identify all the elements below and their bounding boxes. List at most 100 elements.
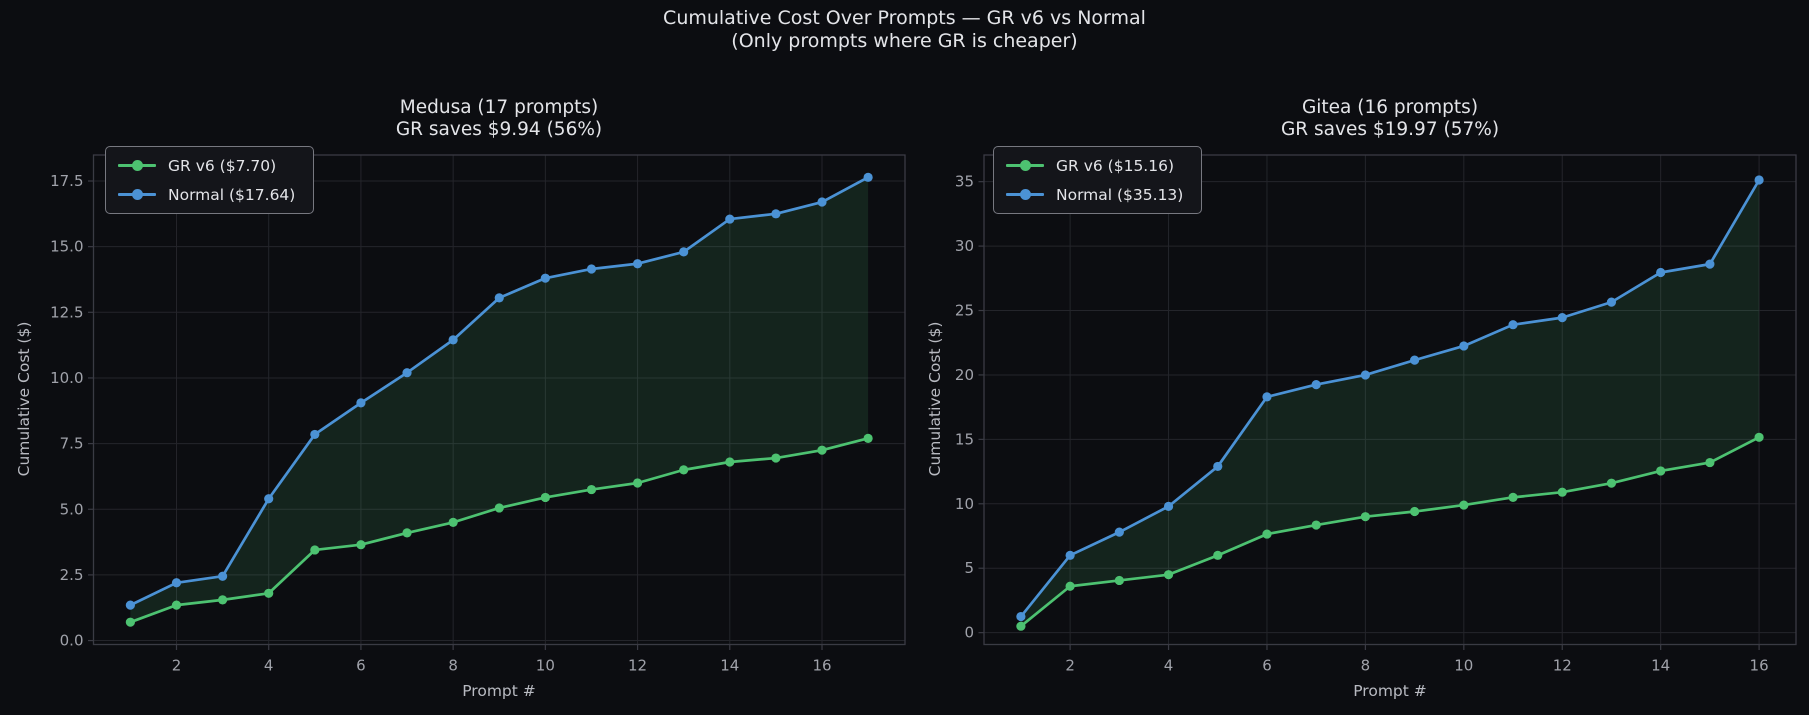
data-point-marker — [356, 398, 366, 408]
data-point-marker — [1311, 520, 1321, 530]
legend-item-normal: Normal ($17.64) — [118, 182, 295, 207]
data-point-marker — [1360, 512, 1370, 522]
y-tick-label: 0.0 — [60, 632, 84, 650]
data-point-marker — [171, 600, 182, 610]
subplot-title-medusa-line1: Medusa (17 prompts) — [399, 97, 599, 118]
data-point-marker — [448, 335, 458, 345]
subplot-title-gitea: Gitea (16 prompts) GR saves $19.97 (57%) — [984, 97, 1796, 141]
legend-marker-dot — [131, 189, 143, 200]
x-tick-label: 8 — [448, 657, 458, 675]
y-tick-label: 7.5 — [60, 435, 84, 453]
data-point-marker — [1163, 570, 1174, 580]
data-point-marker — [1410, 355, 1420, 365]
data-point-marker — [1705, 259, 1715, 269]
legend-label: GR v6 ($7.70) — [168, 156, 277, 175]
legend-label: Normal ($17.64) — [168, 185, 296, 204]
data-point-marker — [218, 571, 228, 581]
figure-title-line2: (Only prompts where GR is cheaper) — [731, 30, 1078, 52]
data-point-marker — [1508, 320, 1518, 330]
y-tick-label: 2.5 — [60, 566, 84, 584]
legend-label: GR v6 ($15.16) — [1056, 156, 1174, 175]
y-tick-label: 10 — [955, 495, 974, 513]
data-point-marker — [1065, 550, 1075, 560]
x-tick-label: 6 — [1262, 657, 1272, 675]
legend-swatch — [1006, 189, 1044, 201]
data-point-marker — [1016, 611, 1026, 622]
legend-item-gr-v6: GR v6 ($15.16) — [1006, 153, 1183, 178]
data-point-marker — [1114, 575, 1124, 586]
data-point-marker — [771, 453, 781, 463]
data-point-marker — [1459, 341, 1469, 351]
y-axis-label-medusa: Cumulative Cost ($) — [15, 321, 33, 477]
x-axis-label-medusa: Prompt # — [462, 682, 536, 700]
y-tick-label: 5.0 — [60, 500, 84, 518]
y-tick-label: 10.0 — [50, 369, 83, 387]
data-point-marker — [632, 478, 643, 488]
data-point-marker — [586, 264, 597, 274]
data-point-marker — [1410, 506, 1420, 517]
data-point-marker — [863, 172, 873, 182]
y-tick-label: 25 — [955, 302, 974, 320]
data-point-marker — [1262, 392, 1272, 402]
data-point-marker — [1262, 529, 1272, 539]
axes-spines — [983, 154, 1797, 646]
data-point-marker — [817, 445, 827, 455]
data-point-marker — [1705, 457, 1715, 468]
data-point-marker — [1656, 466, 1666, 476]
data-point-marker — [817, 197, 827, 207]
data-point-marker — [125, 600, 135, 610]
data-point-marker — [863, 433, 873, 443]
subplot-title-gitea-line2: GR saves $19.97 (57%) — [1280, 119, 1500, 140]
legend-gitea: GR v6 ($15.16) Normal ($35.13) — [993, 146, 1203, 214]
subplot-title-medusa-line2: GR saves $9.94 (56%) — [395, 119, 603, 140]
data-point-marker — [771, 209, 781, 219]
data-point-marker — [725, 457, 735, 467]
y-tick-label: 15.0 — [50, 238, 83, 256]
x-tick-label: 4 — [1164, 657, 1174, 675]
data-point-marker — [540, 492, 550, 503]
x-tick-label: 16 — [812, 657, 831, 675]
y-tick-label: 15 — [955, 430, 974, 448]
y-tick-label: 5 — [964, 559, 974, 577]
data-point-marker — [1311, 380, 1321, 390]
data-point-marker — [1213, 550, 1223, 560]
data-point-marker — [1656, 267, 1666, 278]
savings-fill-area — [1020, 179, 1760, 627]
legend-marker-dot — [1019, 189, 1031, 200]
x-tick-label: 12 — [1553, 657, 1572, 675]
x-tick-label: 10 — [536, 657, 555, 675]
series-line — [1019, 178, 1761, 618]
x-tick-label: 10 — [1454, 657, 1473, 675]
data-point-marker — [1754, 432, 1764, 442]
data-point-marker — [402, 528, 412, 538]
x-tick-label: 6 — [356, 657, 366, 675]
data-point-marker — [586, 484, 597, 495]
x-tick-label: 12 — [628, 657, 647, 675]
data-point-marker — [125, 617, 135, 627]
legend-item-gr-v6: GR v6 ($7.70) — [118, 153, 295, 178]
y-tick-label: 20 — [955, 366, 974, 384]
data-point-marker — [679, 247, 689, 257]
data-point-marker — [1459, 500, 1469, 510]
data-point-marker — [1114, 527, 1124, 537]
legend-marker-dot — [131, 160, 143, 171]
x-tick-label: 14 — [1651, 657, 1670, 675]
y-tick-label: 17.5 — [50, 172, 83, 190]
x-tick-label: 2 — [1065, 657, 1075, 675]
legend-swatch — [118, 189, 156, 201]
y-tick-label: 0 — [964, 624, 974, 642]
data-point-marker — [1213, 461, 1223, 472]
data-point-marker — [310, 545, 320, 555]
data-point-marker — [1508, 492, 1518, 502]
data-point-marker — [264, 588, 274, 598]
data-point-marker — [1163, 501, 1174, 511]
y-axis-label-gitea: Cumulative Cost ($) — [926, 321, 944, 477]
legend-item-normal: Normal ($35.13) — [1006, 182, 1183, 207]
figure-title: Cumulative Cost Over Prompts — GR v6 vs … — [0, 7, 1809, 53]
axes-spines — [92, 154, 906, 646]
y-tick-label: 30 — [955, 237, 974, 255]
data-point-marker — [494, 293, 504, 303]
data-point-marker — [402, 368, 412, 378]
